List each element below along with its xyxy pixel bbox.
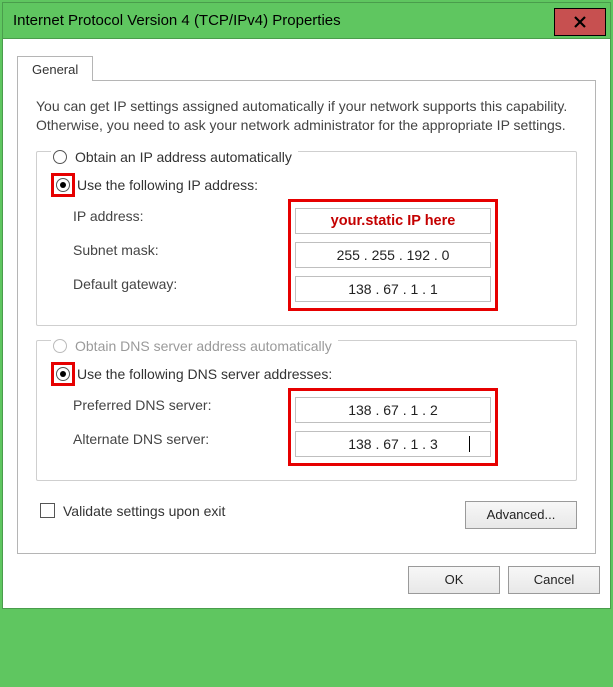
tab-strip: General [17, 53, 596, 81]
radio-ip-auto[interactable] [53, 150, 67, 164]
cancel-button[interactable]: Cancel [508, 566, 600, 594]
dialog-button-row: OK Cancel [3, 554, 610, 608]
ok-button[interactable]: OK [408, 566, 500, 594]
radio-dns-manual[interactable] [56, 367, 70, 381]
dialog-body: General You can get IP settings assigned… [3, 39, 610, 554]
validate-checkbox[interactable] [40, 503, 55, 518]
radio-dns-manual-label: Use the following DNS server addresses: [77, 366, 332, 382]
preferred-dns-label: Preferred DNS server: [73, 397, 288, 413]
radio-dns-auto-label: Obtain DNS server address automatically [75, 338, 332, 354]
default-gateway-label: Default gateway: [73, 276, 288, 292]
radio-ip-manual-label: Use the following IP address: [77, 177, 258, 193]
description-text: You can get IP settings assigned automat… [36, 97, 577, 135]
dialog-window: Internet Protocol Version 4 (TCP/IPv4) P… [2, 2, 611, 609]
annotation-box-dns-radio [51, 362, 75, 386]
subnet-mask-label: Subnet mask: [73, 242, 288, 258]
annotation-box-ip-radio [51, 173, 75, 197]
alternate-dns-value: 138 . 67 . 1 . 3 [348, 436, 438, 452]
ip-address-group: Obtain an IP address automatically Use t… [36, 151, 577, 326]
radio-ip-auto-label: Obtain an IP address automatically [75, 149, 292, 165]
text-cursor [469, 436, 470, 452]
radio-ip-manual-row[interactable]: Use the following IP address: [51, 171, 562, 199]
radio-dns-manual-row[interactable]: Use the following DNS server addresses: [51, 360, 562, 388]
annotation-box-ip-fields: your.static IP here 255 . 255 . 192 . 0 … [288, 199, 498, 311]
radio-ip-auto-row[interactable]: Obtain an IP address automatically [51, 143, 292, 171]
tab-general[interactable]: General [17, 56, 93, 81]
ip-address-input[interactable]: your.static IP here [295, 208, 491, 234]
titlebar: Internet Protocol Version 4 (TCP/IPv4) P… [3, 3, 610, 39]
close-button[interactable] [554, 8, 606, 36]
radio-ip-manual[interactable] [56, 178, 70, 192]
advanced-button[interactable]: Advanced... [465, 501, 577, 529]
alternate-dns-input[interactable]: 138 . 67 . 1 . 3 [295, 431, 491, 457]
close-icon [574, 16, 586, 28]
annotation-box-dns-fields: 138 . 67 . 1 . 2 138 . 67 . 1 . 3 [288, 388, 498, 466]
radio-dns-auto [53, 339, 67, 353]
preferred-dns-input[interactable]: 138 . 67 . 1 . 2 [295, 397, 491, 423]
radio-dns-auto-row: Obtain DNS server address automatically [51, 332, 332, 360]
default-gateway-input[interactable]: 138 . 67 . 1 . 1 [295, 276, 491, 302]
validate-checkbox-row[interactable]: Validate settings upon exit [40, 503, 225, 519]
alternate-dns-label: Alternate DNS server: [73, 431, 288, 447]
ip-address-label: IP address: [73, 208, 288, 224]
tab-panel-general: You can get IP settings assigned automat… [17, 80, 596, 554]
dns-group: Obtain DNS server address automatically … [36, 340, 577, 481]
subnet-mask-input[interactable]: 255 . 255 . 192 . 0 [295, 242, 491, 268]
window-title: Internet Protocol Version 4 (TCP/IPv4) P… [3, 12, 554, 29]
validate-checkbox-label: Validate settings upon exit [63, 503, 225, 519]
